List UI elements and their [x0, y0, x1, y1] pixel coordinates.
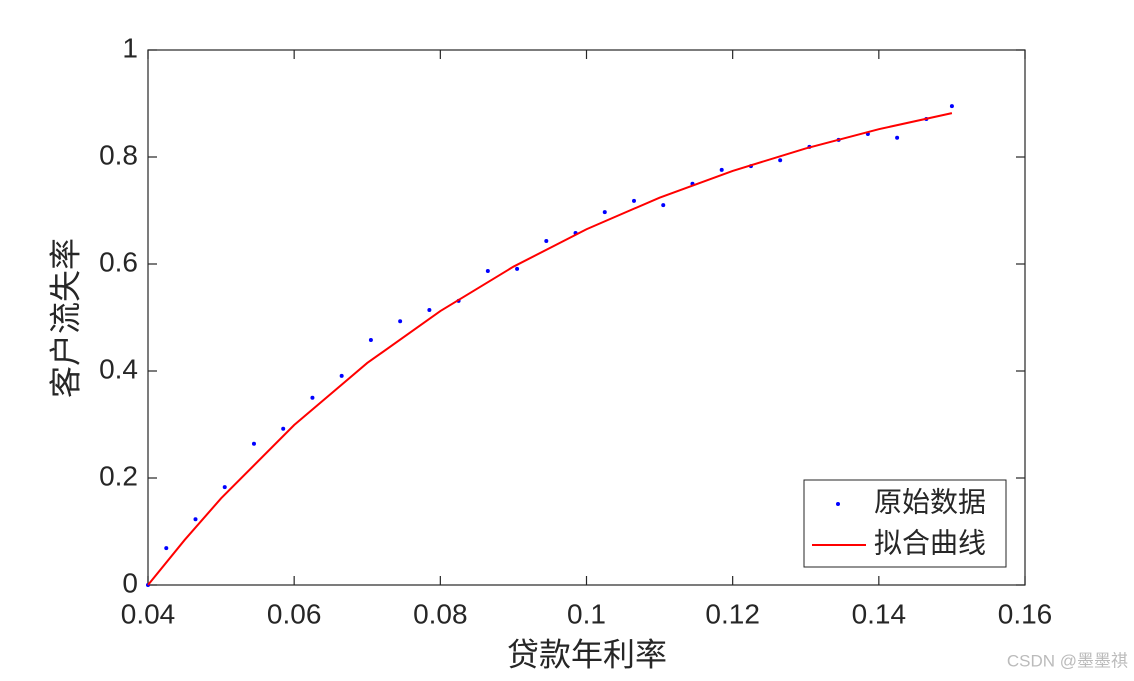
y-tick-label: 0.2 [99, 460, 138, 491]
data-point [251, 441, 256, 446]
x-tick-label: 0.14 [852, 598, 907, 629]
data-point [485, 268, 490, 273]
data-point [427, 308, 432, 313]
data-point [949, 104, 954, 109]
y-tick-label: 0 [122, 567, 138, 598]
data-point [515, 266, 520, 271]
data-point [895, 135, 900, 140]
data-point [398, 319, 403, 324]
fit-line [147, 112, 953, 586]
x-tick-label: 0.16 [998, 598, 1053, 629]
x-tick-label: 0.1 [567, 598, 606, 629]
y-tick-label: 1 [122, 32, 138, 63]
legend-marker [836, 502, 840, 506]
data-point [164, 546, 169, 551]
y-axis-label: 客户流失率 [47, 238, 83, 398]
data-point [281, 426, 286, 431]
data-point [661, 203, 666, 208]
x-axis-label: 贷款年利率 [507, 636, 667, 672]
data-point [778, 158, 783, 163]
data-point [544, 238, 549, 243]
data-point [602, 210, 607, 215]
data-point [719, 167, 724, 172]
legend-label: 原始数据 [874, 486, 986, 517]
x-tick-label: 0.08 [413, 598, 468, 629]
x-tick-label: 0.12 [705, 598, 760, 629]
data-point [193, 517, 198, 522]
data-point [339, 373, 344, 378]
x-tick-label: 0.04 [121, 598, 176, 629]
data-point [222, 485, 227, 490]
y-tick-label: 0.6 [99, 246, 138, 277]
legend-box [803, 479, 1007, 568]
legend-label: 拟合曲线 [874, 527, 986, 558]
y-tick-label: 0.4 [99, 353, 138, 384]
x-tick-label: 0.06 [267, 598, 322, 629]
data-point [368, 337, 373, 342]
data-point [632, 198, 637, 203]
data-point [310, 395, 315, 400]
watermark: CSDN @墨墨祺 [1007, 651, 1128, 670]
y-tick-label: 0.8 [99, 139, 138, 170]
